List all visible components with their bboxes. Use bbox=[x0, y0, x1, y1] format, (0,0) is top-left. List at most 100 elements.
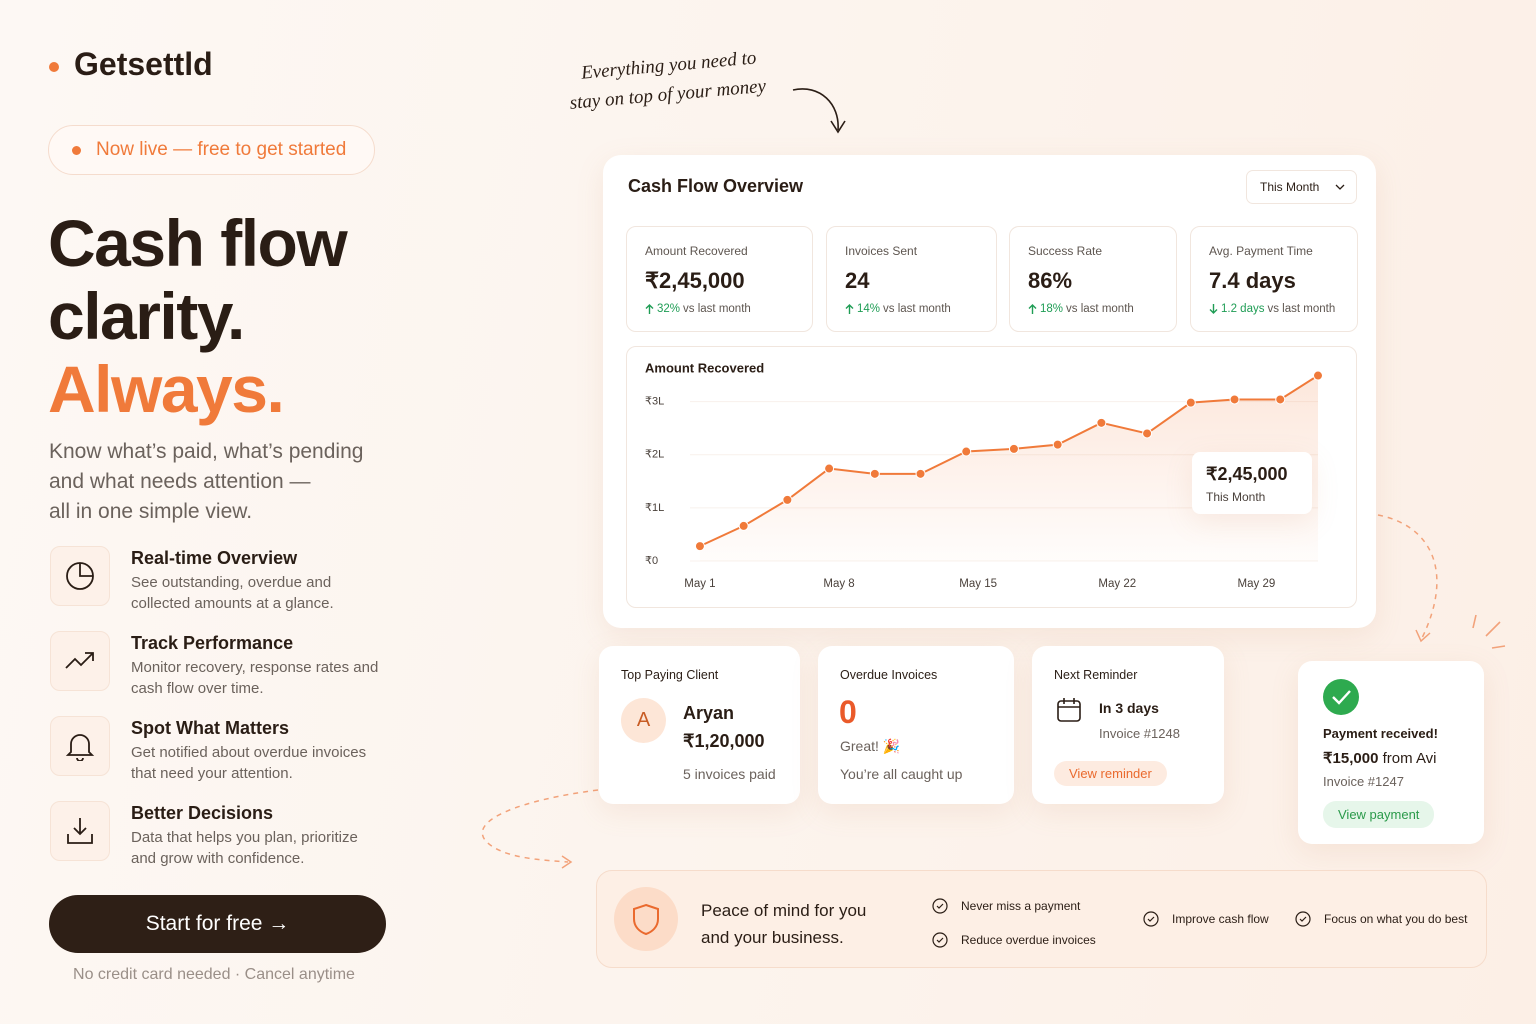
y-tick-label: ₹0 bbox=[645, 555, 658, 567]
badge-text: Now live — free to get started bbox=[96, 139, 347, 160]
payment-invoice: Invoice #1247 bbox=[1323, 774, 1404, 789]
brand: Getsettld bbox=[74, 46, 213, 82]
payment-line: ₹15,000 from Avi bbox=[1323, 749, 1437, 767]
feature-title: Spot What Matters bbox=[131, 718, 290, 738]
y-tick-label: ₹3L bbox=[645, 395, 664, 407]
point bbox=[782, 494, 793, 505]
point bbox=[1275, 394, 1286, 405]
feature-icon bbox=[50, 546, 110, 606]
client-name: Aryan bbox=[683, 703, 735, 723]
point bbox=[1052, 439, 1063, 450]
stat-change: 14% vs last month bbox=[845, 303, 951, 315]
banner: Peace of mind for you and your business.… bbox=[596, 870, 1487, 968]
banner-item: Never miss a payment bbox=[961, 899, 1081, 913]
banner-line: and your business. bbox=[701, 928, 844, 947]
reminder-button[interactable]: View reminder bbox=[1054, 761, 1167, 786]
trend-arrow bbox=[645, 304, 654, 314]
payment-button[interactable]: View payment bbox=[1323, 801, 1435, 828]
point bbox=[1142, 428, 1153, 439]
feature-text: Data that helps you plan, prioritize and… bbox=[131, 829, 358, 867]
period-text: This Month bbox=[1260, 180, 1320, 194]
banner-item: Improve cash flow bbox=[1172, 912, 1269, 926]
subtitle-line: all in one simple view. bbox=[49, 500, 253, 523]
subtitle-line: and what needs attention — bbox=[49, 470, 311, 493]
change-text: vs last month bbox=[683, 303, 751, 315]
feature-text: Get notified about overdue invoices that… bbox=[131, 744, 367, 782]
arrow bbox=[1028, 304, 1037, 314]
cta-button[interactable]: Start for free → bbox=[49, 895, 386, 953]
client-note: 5 invoices paid bbox=[683, 766, 776, 782]
arrow bbox=[645, 304, 654, 314]
headline-line: Cash flow bbox=[48, 206, 348, 280]
stat-card: Avg. Payment Time 7.4 days 1.2 days vs last… bbox=[1190, 226, 1358, 332]
feature-icon bbox=[50, 631, 110, 691]
subtitle: Know what’s paid, what’s pending and wha… bbox=[49, 437, 363, 527]
change-value: 1.2 days bbox=[1221, 303, 1265, 315]
stat-value: ₹2,45,000 bbox=[645, 268, 745, 293]
feature-title: Track Performance bbox=[131, 633, 294, 653]
avatar: A bbox=[621, 698, 666, 743]
point bbox=[1096, 417, 1107, 428]
headline: Cash flow clarity. Always. bbox=[48, 206, 348, 426]
chevron bbox=[1335, 184, 1345, 190]
dashed-arrow bbox=[1377, 514, 1438, 639]
banner-line: Peace of mind for you bbox=[701, 901, 867, 920]
chart: Amount Recovered ₹0 ₹1L ₹2L ₹3L May 1 May 8 Ma… bbox=[645, 360, 1323, 590]
period-select[interactable]: This Month bbox=[1246, 170, 1357, 204]
change-text: vs last month bbox=[883, 303, 951, 315]
point bbox=[1229, 394, 1240, 405]
point bbox=[1008, 443, 1019, 454]
trend-arrow bbox=[1209, 304, 1218, 314]
cta-note: No credit card needed · Cancel anytime bbox=[73, 966, 355, 983]
annotation-arrow-head bbox=[830, 120, 846, 134]
payment-title: Payment received! bbox=[1323, 726, 1438, 741]
card-title: Top Paying Client bbox=[621, 668, 719, 682]
x-tick-label: May 15 bbox=[959, 578, 997, 590]
change-text: vs last month bbox=[1267, 303, 1336, 315]
point bbox=[961, 446, 972, 457]
feature-title: Real-time Overview bbox=[131, 548, 298, 568]
overdue-note: You’re all caught up bbox=[840, 766, 963, 782]
point bbox=[824, 463, 835, 474]
card-title: Overdue Invoices bbox=[840, 668, 938, 682]
change-text: vs last month bbox=[1066, 303, 1134, 315]
banner-item: Focus on what you do best bbox=[1324, 912, 1468, 926]
stat-change: 1.2 days vs last month bbox=[1209, 303, 1335, 315]
sparkle bbox=[1472, 614, 1506, 649]
trend-arrow bbox=[1028, 304, 1037, 314]
change-value: 32% bbox=[657, 303, 681, 315]
brand-dot bbox=[49, 62, 59, 72]
dashboard-title: Cash Flow Overview bbox=[628, 176, 804, 196]
feature-title: Better Decisions bbox=[131, 803, 274, 823]
x-tick-label: May 8 bbox=[823, 578, 854, 590]
card-title: Next Reminder bbox=[1054, 668, 1138, 682]
point bbox=[694, 541, 705, 552]
feature-text: Monitor recovery, response rates and cas… bbox=[131, 659, 379, 697]
feature-icon bbox=[50, 716, 110, 776]
point bbox=[1185, 397, 1196, 408]
stat-card: Success Rate 86% 18% vs last month bbox=[1009, 226, 1177, 332]
icon bbox=[66, 562, 94, 590]
banner-title: Peace of mind for you and your business. bbox=[701, 897, 866, 951]
callout-value: ₹2,45,000 bbox=[1206, 464, 1288, 484]
icon bbox=[65, 734, 95, 761]
trend-arrow bbox=[845, 304, 854, 314]
client-amount: ₹1,20,000 bbox=[683, 731, 765, 751]
point bbox=[1313, 370, 1323, 381]
stat-card: Amount Recovered ₹2,45,000 32% vs last mont… bbox=[626, 226, 813, 332]
feature-icon bbox=[50, 801, 110, 861]
badge-dot bbox=[72, 146, 81, 155]
reminder-when: In 3 days bbox=[1099, 700, 1159, 716]
callout-label: This Month bbox=[1206, 490, 1266, 504]
stat-label: Invoices Sent bbox=[845, 244, 918, 258]
dashed-arrow-head bbox=[1415, 629, 1431, 643]
point bbox=[915, 468, 926, 479]
shield-icon bbox=[614, 887, 678, 951]
check-icon bbox=[932, 898, 948, 914]
stat-value: 7.4 days bbox=[1209, 268, 1296, 293]
x-tick-label: May 22 bbox=[1098, 578, 1136, 590]
payment-card: Payment received! ₹15,000 from Avi Invoi… bbox=[1298, 661, 1484, 844]
overdue-status: Great! 🎉 bbox=[840, 738, 901, 754]
stat-value: 24 bbox=[845, 268, 870, 293]
